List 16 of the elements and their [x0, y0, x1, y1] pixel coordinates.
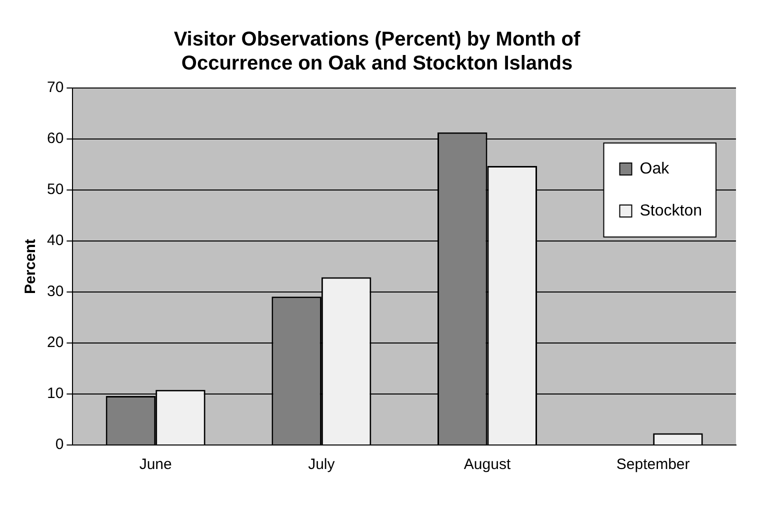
legend-label: Stockton [640, 202, 702, 220]
x-tick-label: June [139, 456, 172, 474]
y-tick-label: 40 [46, 232, 64, 250]
x-tick-label: September [616, 456, 690, 474]
x-tick-label: July [308, 456, 336, 474]
y-tick-label: 30 [46, 283, 64, 300]
y-tick-label: 0 [55, 436, 64, 454]
chart-title: Visitor Observations (Percent) by Month of Occurrence on Oak and Stockton Islands [174, 28, 581, 75]
y-tick-label: 70 [46, 79, 64, 96]
legend-label: Oak [640, 160, 670, 178]
y-axis-title: Percent [22, 238, 40, 294]
y-tick-label: 10 [46, 385, 64, 402]
x-tick-label: August [464, 456, 512, 474]
y-tick-label: 20 [46, 334, 64, 352]
y-tick-label: 50 [46, 181, 64, 198]
y-tick-label: 60 [46, 130, 64, 148]
